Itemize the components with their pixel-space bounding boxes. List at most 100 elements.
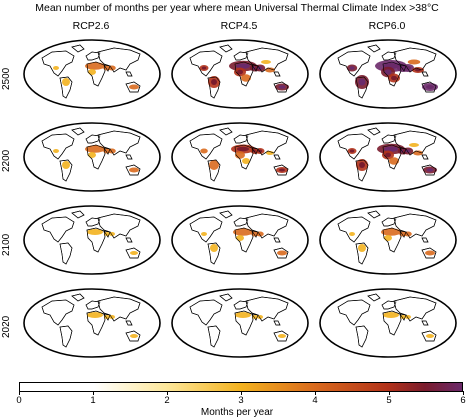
coastline [103,313,111,321]
heat-region [381,228,401,236]
heat-region [108,148,116,154]
heat-region [130,251,138,255]
coastline [251,147,259,155]
colorbar-tick-label: 0 [16,395,22,406]
heat-region [88,69,96,75]
coastline [71,293,85,302]
colorbar-tick [389,391,390,395]
world-map [171,122,309,192]
world-map [319,288,457,358]
coastline [219,127,233,136]
coastline [421,81,437,93]
world-map-panel [22,38,162,110]
heat-region [201,232,207,236]
continent-outline [233,51,249,61]
heat-region [235,151,245,159]
coastline [393,296,437,322]
world-map [23,288,161,358]
coastline [382,310,402,336]
heat-region [413,150,423,156]
heat-core [237,146,249,152]
colorbar-tick-label: 1 [90,395,96,406]
heat-core [349,149,355,153]
coastline [273,247,289,259]
heat-region [210,244,218,252]
heat-core [384,146,398,152]
coastline [103,230,111,238]
heat-region [241,74,251,82]
coastline [85,134,101,144]
world-map-panel [318,121,458,193]
coastline [273,164,289,176]
world-map-panel [318,38,458,110]
heat-region [130,334,138,338]
coastline [367,127,381,136]
coastline [219,293,233,302]
coastline [421,71,429,77]
coastline [251,64,259,72]
coastline [97,47,141,73]
heat-region [242,158,250,164]
coastline [103,147,111,155]
coastline [219,210,233,219]
world-map-panel [170,121,310,193]
heat-region [85,62,105,70]
heat-core [236,63,250,69]
coastline [41,299,75,326]
coastline [125,81,141,93]
continent-outline [381,300,397,310]
coastline [189,216,223,243]
coastline [273,81,289,93]
coastline [85,217,101,227]
coastline [233,300,249,310]
colorbar-tick [315,391,316,395]
coastline [189,50,223,77]
coastline [125,71,133,77]
coastline [233,134,249,144]
heat-core [426,168,434,172]
heat-region [62,161,70,169]
map-frame [171,39,309,109]
coastline [125,247,141,259]
coastline [393,130,437,156]
colorbar-tick-label: 2 [164,395,170,406]
colorbar-tick-label: 5 [386,395,392,406]
coastline [71,44,85,53]
world-map [171,288,309,358]
coastline [381,51,397,61]
coastline [399,147,407,155]
continent-outline [85,134,101,144]
coastline [86,227,106,253]
world-map-panel [170,38,310,110]
coastline [86,310,106,336]
heat-region [256,231,264,237]
coastline [355,325,369,348]
column-label-rcp45: RCP4.5 [220,20,258,32]
coastline [245,47,289,73]
colorbar-segment [93,383,168,391]
coastline [207,325,221,348]
heat-region [266,151,274,155]
map-frame [23,205,161,275]
coastline [86,144,106,170]
world-map-panel [22,287,162,359]
heat-region [62,78,70,86]
heat-core [391,75,397,81]
coastline [71,127,85,136]
column-label-rcp60: RCP6.0 [368,20,406,32]
world-map-panel [22,204,162,276]
heat-region [404,231,412,237]
heat-region [265,67,275,73]
coastline [273,154,281,160]
coastline [233,217,249,227]
coastline [234,144,254,170]
colorbar-tick [241,391,242,395]
coastline [219,44,233,53]
colorbar-tick [167,391,168,395]
coastline [382,144,402,170]
heat-region [389,157,399,165]
row-label-2500: 2500 [1,67,12,90]
coastline [59,159,73,182]
heat-core [358,78,366,86]
heat-region [383,312,399,318]
